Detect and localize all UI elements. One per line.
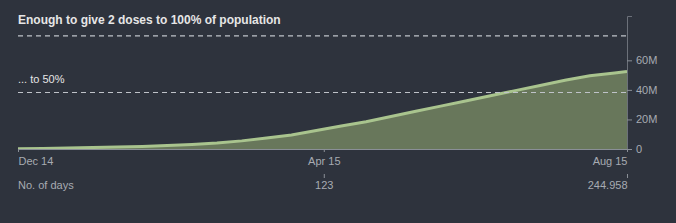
day-axis: 123 244.958	[315, 174, 627, 191]
x-axis-line	[19, 150, 628, 153]
x-tick: Dec 14	[19, 149, 54, 167]
line	[18, 71, 627, 148]
day-tick-mark	[627, 174, 628, 178]
y-tick-mark	[627, 60, 632, 61]
x-axis-title: No. of days	[18, 179, 74, 191]
annotation-label: Enough to give 2 doses to 100% of popula…	[18, 13, 281, 27]
reference-line	[18, 35, 627, 36]
x-tick-mark	[324, 149, 325, 152]
y-tick: 40M	[627, 84, 657, 96]
day-tick: 123	[315, 174, 333, 191]
x-tick-mark	[627, 149, 628, 152]
chart: Enough to give 2 doses to 100% of popula…	[0, 0, 676, 223]
y-tick-label: 60M	[636, 54, 657, 66]
x-tick-label: Aug 15	[593, 155, 628, 167]
x-tick: Aug 15	[593, 149, 628, 167]
area	[18, 71, 627, 149]
annotation-label: ... to 50%	[18, 73, 65, 85]
y-axis: 0 20M 40M 60M	[627, 17, 657, 156]
y-tick-label: 20M	[636, 113, 657, 125]
background	[0, 0, 676, 223]
day-tick-mark	[324, 174, 325, 178]
day-tick-label: 244.958	[588, 179, 628, 191]
plot-area	[18, 36, 627, 149]
y-tick: 0	[627, 143, 642, 155]
x-tick-label: Dec 14	[19, 155, 54, 167]
reference-line	[18, 92, 627, 93]
day-tick-label: 123	[315, 179, 333, 191]
y-axis-line	[628, 17, 633, 150]
y-tick-mark	[627, 90, 632, 91]
y-tick-label: 0	[636, 143, 642, 155]
y-tick: 60M	[627, 54, 657, 66]
x-axis: Dec 14 Apr 15 Aug 15	[19, 149, 628, 167]
x-tick-mark	[18, 149, 19, 152]
x-tick: Apr 15	[308, 149, 340, 167]
y-tick: 20M	[627, 113, 657, 125]
day-tick: 244.958	[588, 174, 628, 191]
y-tick-mark	[627, 119, 632, 120]
y-tick-label: 40M	[636, 84, 657, 96]
x-tick-label: Apr 15	[308, 155, 340, 167]
